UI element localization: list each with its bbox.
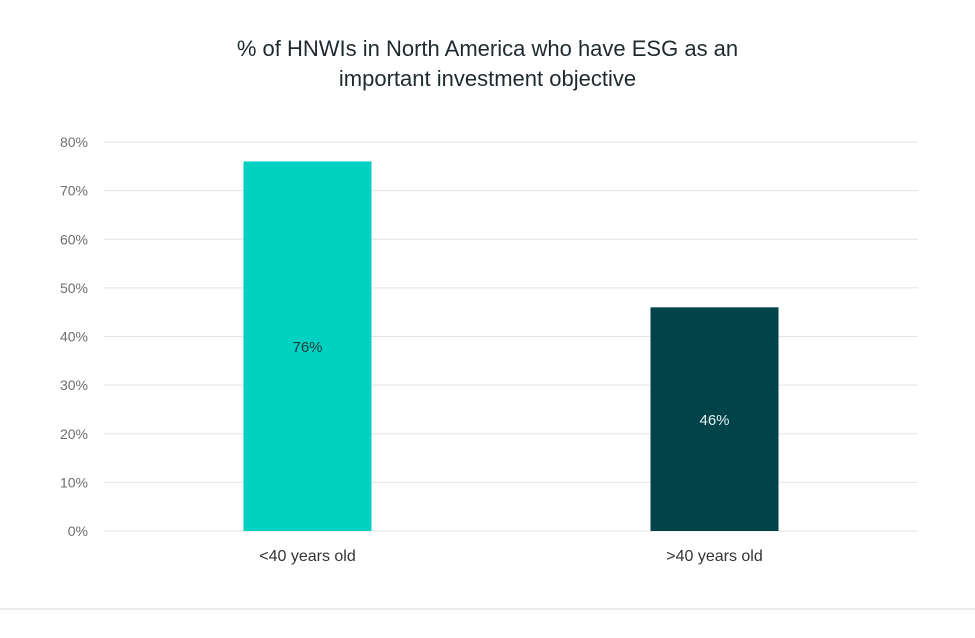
- y-axis-tick-labels: 0% 10% 20% 30% 40% 50% 60% 70% 80%: [60, 134, 88, 539]
- data-label: 46%: [699, 412, 729, 429]
- y-tick-label: 50%: [60, 280, 88, 296]
- x-tick-label: >40 years old: [666, 548, 763, 565]
- y-tick-label: 40%: [60, 329, 88, 345]
- y-tick-label: 20%: [60, 426, 88, 442]
- chart-title: % of HNWIs in North America who have ESG…: [0, 34, 975, 94]
- data-labels: 76% 46%: [292, 339, 729, 429]
- y-tick-label: 70%: [60, 183, 88, 199]
- y-tick-label: 10%: [60, 474, 88, 490]
- y-tick-label: 60%: [60, 231, 88, 247]
- grid-lines: [104, 141, 918, 532]
- y-tick-label: 80%: [60, 134, 88, 150]
- bar: [650, 307, 779, 531]
- x-axis-tick-labels: <40 years old >40 years old: [259, 548, 763, 565]
- chart-title-line-1: % of HNWIs in North America who have ESG…: [236, 36, 739, 61]
- y-tick-label: 30%: [60, 377, 88, 393]
- bar: [243, 161, 372, 531]
- y-tick-label: 0%: [68, 523, 88, 539]
- x-tick-label: <40 years old: [259, 548, 356, 565]
- data-label: 76%: [292, 339, 322, 356]
- bottom-divider: [0, 608, 975, 610]
- chart-title-line-2: important investment objective: [338, 66, 637, 91]
- bars: [243, 161, 779, 531]
